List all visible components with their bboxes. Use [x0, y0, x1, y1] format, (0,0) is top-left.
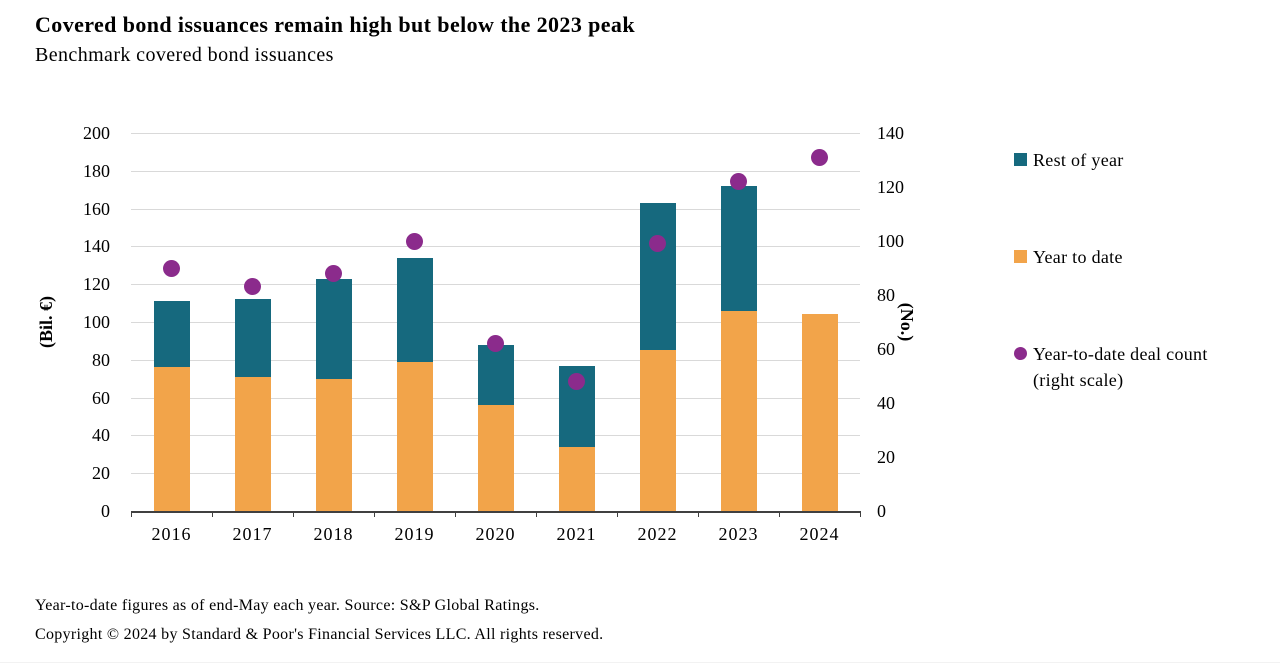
x-axis-tick	[131, 511, 132, 517]
y-axis-tick-right: 120	[877, 177, 904, 197]
bar-segment-year-to-date	[153, 367, 190, 511]
deal-count-dot	[568, 372, 585, 390]
x-axis-tick-label: 2018	[313, 524, 354, 544]
y-axis-tick-right: 0	[877, 501, 886, 521]
bar-segment-rest-of-year	[153, 301, 190, 368]
circle-marker-icon	[1014, 347, 1027, 360]
bar-segment-year-to-date	[639, 350, 676, 511]
bottom-hairline	[0, 662, 1280, 663]
x-axis-tick	[536, 511, 537, 517]
y-axis-tick-left: 0	[101, 501, 110, 521]
x-axis-tick	[617, 511, 618, 517]
y-axis-tick-right: 60	[877, 339, 895, 359]
y-axis-tick-right: 40	[877, 393, 895, 413]
y-axis-tick-left: 140	[83, 236, 110, 257]
bar-segment-rest-of-year	[315, 278, 352, 379]
bar-segment-rest-of-year	[234, 299, 271, 377]
x-axis-tick-label: 2017	[232, 524, 273, 544]
y-axis-tick-right: 100	[877, 231, 904, 251]
chart-subtitle: Benchmark covered bond issuances	[35, 44, 334, 66]
bar-segment-rest-of-year	[720, 185, 757, 311]
bar-segment-year-to-date	[477, 405, 514, 511]
deal-count-dot	[244, 278, 261, 296]
deal-count-dot	[406, 232, 423, 250]
x-axis-tick	[455, 511, 456, 517]
deal-count-dot	[811, 148, 828, 166]
square-marker-icon	[1014, 153, 1027, 166]
bar-segment-year-to-date	[558, 446, 595, 511]
bar-segment-year-to-date	[396, 361, 433, 511]
deal-count-dot	[325, 264, 342, 282]
x-axis-line	[131, 511, 860, 513]
chart-title: Covered bond issuances remain high but b…	[35, 12, 635, 37]
gridline	[131, 246, 860, 248]
x-axis-tick	[293, 511, 294, 517]
x-axis-tick-label: 2024	[799, 524, 840, 544]
gridline	[131, 208, 860, 210]
bar-segment-year-to-date	[720, 310, 757, 511]
deal-count-dot	[487, 335, 504, 353]
y-axis-tick-left: 60	[92, 387, 110, 408]
x-axis-tick-label: 2020	[475, 524, 516, 544]
legend-item-label: Rest of year	[1033, 150, 1124, 170]
y-axis-tick-left: 40	[92, 425, 110, 446]
x-axis-tick	[374, 511, 375, 517]
footnote-copyright: Copyright © 2024 by Standard & Poor's Fi…	[35, 626, 604, 643]
x-axis-tick-label: 2023	[718, 524, 759, 544]
x-axis-tick	[779, 511, 780, 517]
y-axis-tick-left: 80	[92, 349, 110, 370]
x-axis-tick-label: 2019	[394, 524, 435, 544]
x-axis-tick	[698, 511, 699, 517]
bar-segment-rest-of-year	[477, 344, 514, 406]
legend-item-year-to-date-deal-count-right-scale: Year-to-date deal count (right scale)	[1014, 341, 1276, 393]
x-axis-tick-label: 2022	[637, 524, 678, 544]
y-axis-tick-left: 200	[83, 123, 110, 143]
y-axis-tick-left: 120	[83, 274, 110, 295]
deal-count-dot	[730, 173, 747, 191]
y-axis-tick-right: 140	[877, 123, 904, 143]
bar-segment-year-to-date	[801, 314, 838, 511]
square-marker-icon	[1014, 250, 1027, 263]
y-axis-tick-left: 160	[83, 198, 110, 219]
x-axis-tick	[212, 511, 213, 517]
y-axis-tick-left: 100	[83, 312, 110, 332]
x-axis-tick	[860, 511, 861, 517]
bar-segment-year-to-date	[234, 376, 271, 511]
gridline	[131, 322, 860, 323]
legend-item-label: Year to date	[1033, 247, 1123, 267]
legend-item-label: Year-to-date deal count (right scale)	[1033, 344, 1208, 390]
legend-item-year-to-date: Year to date	[1014, 244, 1276, 270]
bar-segment-year-to-date	[315, 378, 352, 511]
y-axis-tick-right: 80	[877, 285, 895, 305]
deal-count-dot	[649, 235, 666, 253]
bar-segment-rest-of-year	[639, 202, 676, 351]
y-axis-tick-left: 180	[83, 160, 110, 181]
gridline	[131, 284, 860, 286]
bar-segment-rest-of-year	[396, 257, 433, 362]
gridline	[131, 133, 860, 134]
gridline	[131, 170, 860, 172]
y-axis-tick-left: 20	[92, 463, 110, 484]
legend-item-rest-of-year: Rest of year	[1014, 147, 1276, 173]
x-axis-tick-label: 2021	[556, 524, 597, 544]
footnote-source: Year-to-date figures as of end-May each …	[35, 597, 540, 614]
x-axis-tick-label: 2016	[151, 524, 192, 544]
y-axis-tick-right: 20	[877, 447, 895, 467]
deal-count-dot	[163, 259, 180, 277]
